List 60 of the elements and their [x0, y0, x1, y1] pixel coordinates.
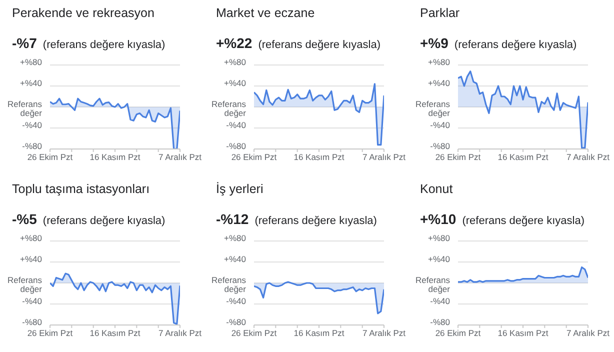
chart-subtitle: -%5 (referans değere kıyasla) [12, 211, 166, 227]
y-tick-label: -%80 [22, 141, 42, 151]
y-tick-label: Referans değer [416, 275, 450, 294]
x-tick-label: 7 Aralık Pzt [566, 152, 610, 162]
y-tick-label: -%80 [22, 317, 42, 327]
y-tick-label: +%40 [428, 78, 450, 88]
y-tick-label: Referans değer [212, 99, 246, 118]
x-tick-label: 16 Kasım Pzt [90, 152, 141, 162]
x-tick-label: 16 Kasım Pzt [294, 152, 345, 162]
x-tick-label: 16 Kasım Pzt [90, 328, 141, 338]
x-tick-label: 7 Aralık Pzt [566, 328, 610, 338]
chart-subtitle: +%9 (referans değere kıyasla) [420, 35, 577, 51]
chart-title: Konut [420, 182, 454, 196]
chart-subtitle: +%22 (referans değere kıyasla) [216, 35, 380, 51]
y-tick-label: Referans değer [416, 99, 450, 118]
chart-title: İş yerleri [216, 182, 264, 196]
y-tick-label: +%80 [428, 57, 450, 67]
y-tick-label: +%80 [20, 233, 42, 243]
y-tick-label: -%40 [22, 296, 42, 306]
y-tick-label: -%40 [226, 120, 246, 130]
y-tick-label: +%80 [428, 233, 450, 243]
x-tick-label: 26 Ekim Pzt [231, 328, 278, 338]
y-tick-label: +%40 [224, 78, 246, 88]
x-tick-label: 26 Ekim Pzt [27, 328, 74, 338]
y-tick-label: -%40 [226, 296, 246, 306]
y-tick-label: -%40 [430, 120, 450, 130]
y-tick-label: +%80 [20, 57, 42, 67]
chart-title: Market ve eczane [216, 6, 316, 20]
y-tick-label: -%80 [430, 317, 450, 327]
chart-title: Parklar [420, 6, 461, 20]
y-tick-label: -%40 [22, 120, 42, 130]
y-tick-label: +%40 [428, 254, 450, 264]
x-tick-label: 7 Aralık Pzt [158, 152, 202, 162]
x-tick-label: 7 Aralık Pzt [362, 328, 406, 338]
y-tick-label: Referans değer [212, 275, 246, 294]
chart-title: Perakende ve rekreasyon [12, 6, 156, 20]
y-tick-label: +%40 [20, 254, 42, 264]
y-tick-label: +%40 [20, 78, 42, 88]
y-tick-label: -%40 [430, 296, 450, 306]
y-tick-label: Referans değer [8, 275, 42, 294]
x-tick-label: 26 Ekim Pzt [27, 152, 74, 162]
x-tick-label: 26 Ekim Pzt [231, 152, 278, 162]
x-tick-label: 7 Aralık Pzt [362, 152, 406, 162]
x-tick-label: 16 Kasım Pzt [294, 328, 345, 338]
y-tick-label: -%80 [226, 141, 246, 151]
chart-subtitle: -%7 (referans değere kıyasla) [12, 35, 166, 51]
x-tick-label: 26 Ekim Pzt [435, 328, 482, 338]
chart-subtitle: -%12 (referans değere kıyasla) [216, 211, 377, 227]
y-tick-label: Referans değer [8, 99, 42, 118]
x-tick-label: 7 Aralık Pzt [158, 328, 202, 338]
y-tick-label: -%80 [226, 317, 246, 327]
y-tick-label: +%80 [224, 57, 246, 67]
chart-title: Toplu taşıma istasyonları [12, 182, 151, 196]
x-tick-label: 16 Kasım Pzt [498, 328, 549, 338]
x-tick-label: 16 Kasım Pzt [498, 152, 549, 162]
y-tick-label: -%80 [430, 141, 450, 151]
x-tick-label: 26 Ekim Pzt [435, 152, 482, 162]
y-tick-label: +%80 [224, 233, 246, 243]
chart-subtitle: +%10 (referans değere kıyasla) [420, 211, 584, 227]
y-tick-label: +%40 [224, 254, 246, 264]
